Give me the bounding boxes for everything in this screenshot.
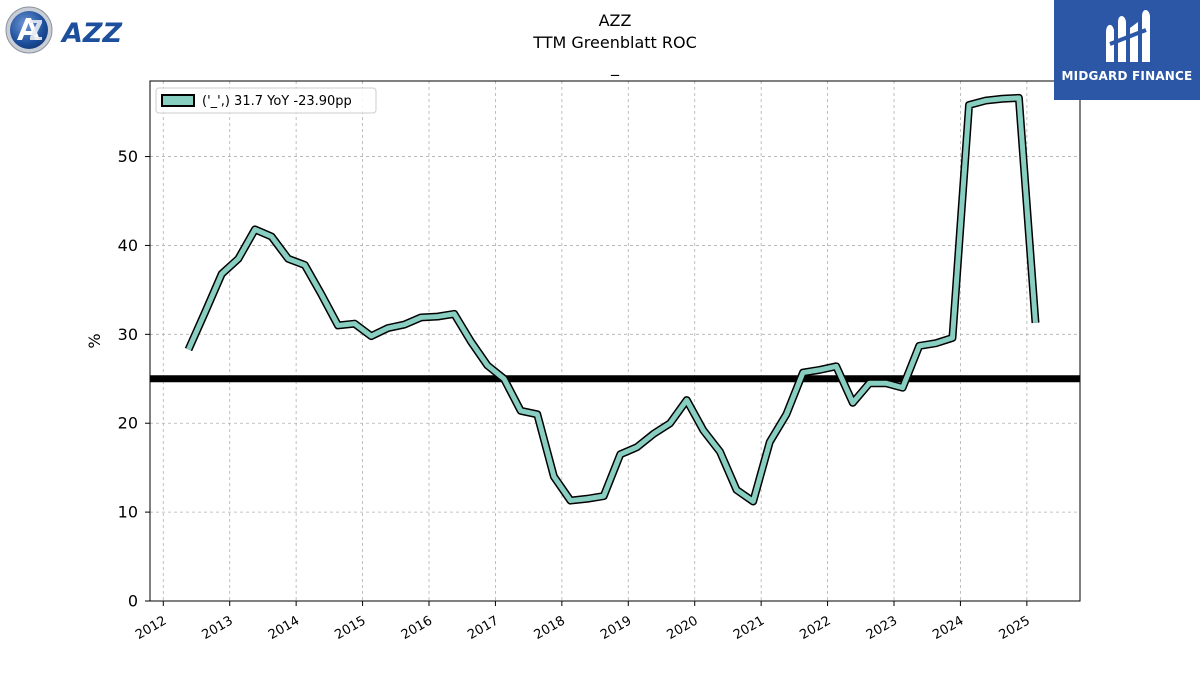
azz-logo: AZZ (4, 4, 134, 56)
legend-box (155, 87, 377, 114)
x-tick-label: 2018 (532, 613, 568, 643)
y-axis: 0 10 20 30 40 50 (118, 147, 150, 611)
series-line (186, 95, 1038, 504)
x-tick-label: 2015 (332, 613, 368, 643)
x-tick-label: 2014 (266, 613, 302, 643)
y-axis-label: % (85, 333, 104, 348)
x-axis: 2012 2013 2014 2015 2016 2017 2018 2019 2020 2021… (133, 601, 1033, 643)
x-tick-label: 2025 (997, 613, 1033, 643)
x-tick-label: 2017 (465, 613, 501, 643)
chart-subtitle: _ (611, 57, 619, 76)
midgard-finance-logo: MIDGARD FINANCE (1054, 0, 1200, 100)
y-tick-label: 0 (128, 592, 138, 611)
azz-logo-text: AZZ (60, 18, 122, 49)
series-lines (184, 93, 1040, 506)
gridlines (150, 81, 1080, 602)
y-tick-label: 50 (118, 147, 138, 166)
x-tick-label: 2022 (797, 613, 833, 643)
chart-ticker: AZZ (598, 11, 632, 30)
y-tick-label: 40 (118, 236, 138, 255)
y-tick-label: 20 (118, 414, 138, 433)
x-tick-label: 2024 (930, 613, 966, 643)
x-tick-label: 2020 (665, 613, 701, 643)
legend: ('_',) 31.7 YoY -23.90pp (155, 87, 377, 114)
x-tick-label: 2016 (399, 613, 435, 643)
legend-swatch (161, 94, 195, 107)
x-tick-label: 2013 (200, 613, 236, 643)
y-tick-label: 30 (118, 325, 138, 344)
legend-entry: ('_',) 31.7 YoY -23.90pp (202, 94, 352, 109)
x-tick-label: 2023 (864, 613, 900, 643)
chart-title: TTM Greenblatt ROC (533, 33, 697, 52)
y-tick-label: 10 (118, 503, 138, 522)
x-tick-label: 2021 (731, 613, 767, 643)
series-outline (184, 93, 1040, 506)
plot-frame (149, 80, 1081, 602)
x-tick-label: 2012 (133, 613, 169, 643)
midgard-finance-brand: MIDGARD FINANCE (1061, 69, 1193, 83)
x-tick-label: 2019 (598, 613, 634, 643)
